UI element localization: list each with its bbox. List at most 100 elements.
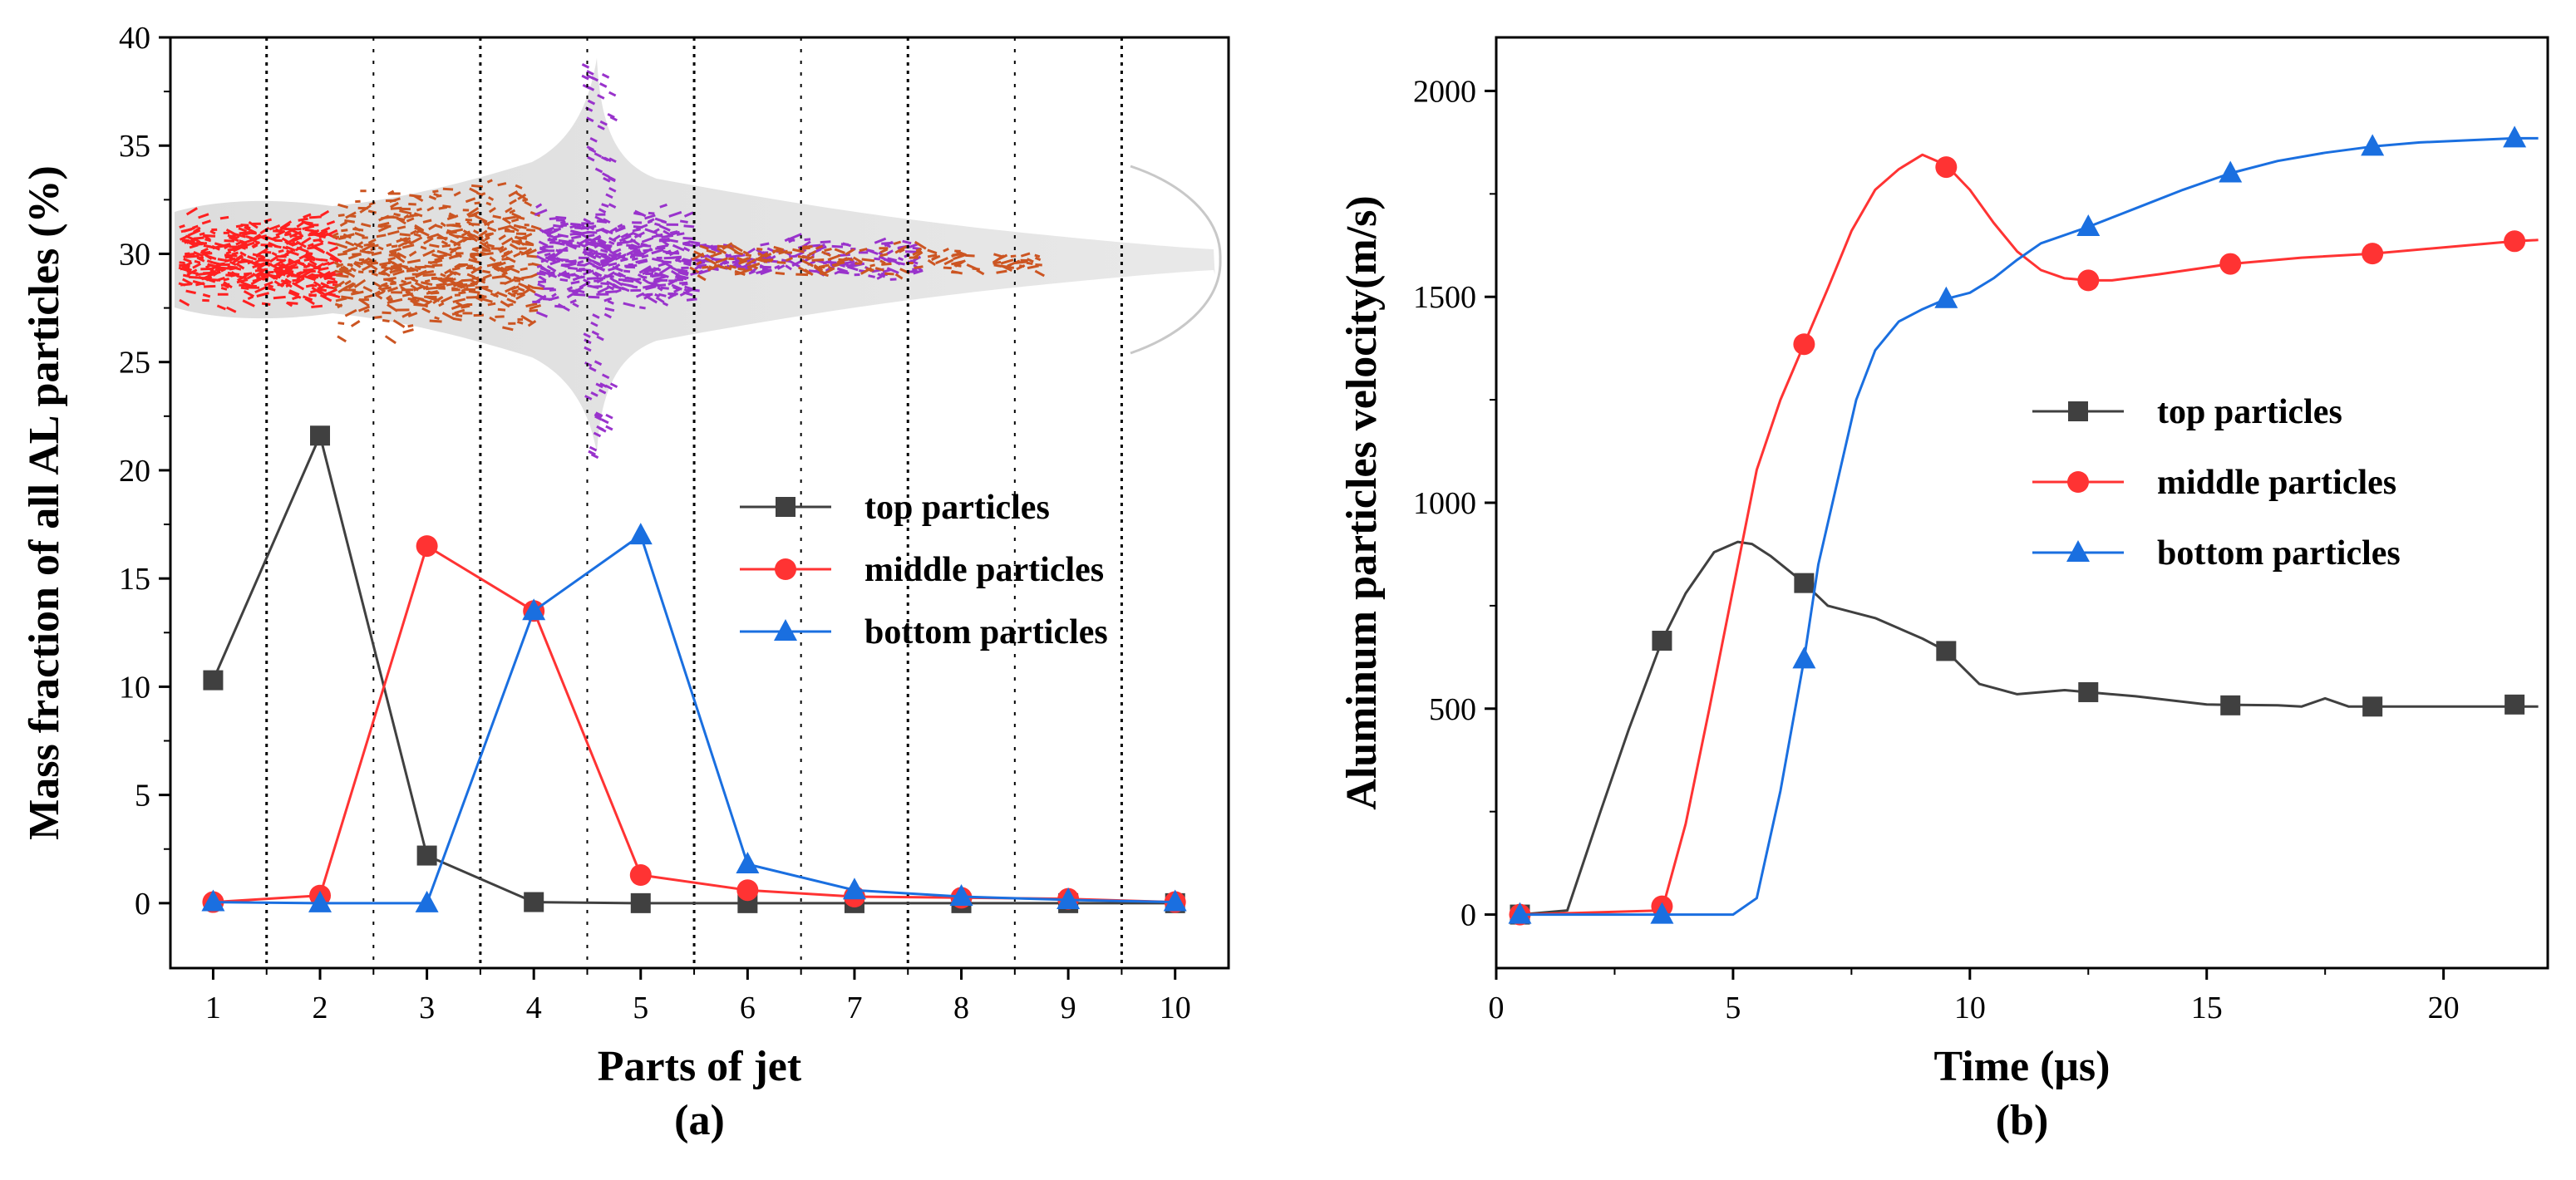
jet-particle-streak <box>596 425 604 431</box>
middle-particles-marker <box>2077 269 2100 292</box>
jet-particle-streak <box>296 271 303 276</box>
jet-particle-streak <box>682 258 689 262</box>
jet-particle-streak <box>587 99 596 106</box>
jet-particle-streak <box>274 228 283 234</box>
jet-particle-streak <box>729 264 736 269</box>
jet-particle-streak <box>761 268 771 272</box>
jet-particle-streak <box>436 282 447 287</box>
jet-particle-streak <box>345 240 355 247</box>
jet-particle-streak <box>598 208 607 214</box>
jet-particle-streak <box>353 242 364 249</box>
jet-particle-streak <box>1016 263 1026 271</box>
jet-particle-streak <box>912 251 924 259</box>
x-tick-label: 1 <box>205 991 221 1025</box>
jet-particle-streak <box>390 263 402 268</box>
jet-particle-streak <box>569 243 581 248</box>
jet-particle-streak <box>487 302 496 307</box>
jet-particle-streak <box>352 227 364 232</box>
jet-particle-streak <box>390 206 402 210</box>
jet-particle-streak <box>544 256 557 263</box>
jet-particle-streak <box>553 227 562 234</box>
jet-particle-streak <box>603 176 611 183</box>
jet-particle-streak <box>377 224 391 233</box>
jet-particle-streak <box>683 288 690 293</box>
jet-particle-streak <box>602 172 610 179</box>
jet-particle-streak <box>421 307 431 313</box>
jet-particle-streak <box>432 296 443 305</box>
jet-particle-streak <box>756 247 763 251</box>
jet-particle-streak <box>655 296 665 304</box>
jet-particle-streak <box>401 312 411 318</box>
jet-particle-streak <box>465 283 475 288</box>
jet-particle-streak <box>597 125 605 130</box>
jet-particle-streak <box>371 272 379 277</box>
jet-particle-streak <box>308 269 316 273</box>
jet-particle-streak <box>336 273 349 278</box>
jet-particle-streak <box>574 286 584 293</box>
jet-particle-streak <box>704 257 717 265</box>
jet-particle-streak <box>601 373 610 380</box>
jet-particle-streak <box>436 285 446 289</box>
middle-particles-marker <box>2504 230 2526 253</box>
jet-particle-streak <box>425 286 438 291</box>
jet-particle-streak <box>468 258 481 264</box>
jet-particle-streak <box>380 286 392 291</box>
jet-particle-streak <box>520 250 529 256</box>
jet-particle-streak <box>589 253 597 260</box>
legend-b: top particles middle particles bottom part… <box>2032 393 2401 573</box>
jet-particle-streak <box>357 297 370 307</box>
jet-particle-streak <box>517 193 527 200</box>
jet-particle-streak <box>534 209 548 217</box>
jet-particle-streak <box>515 215 525 220</box>
y-tick-label: 1000 <box>1413 486 1476 521</box>
jet-particle-streak <box>229 267 235 271</box>
jet-particle-streak <box>240 224 249 227</box>
jet-particle-streak <box>237 259 246 264</box>
y-axis-label-a: Mass fraction of all AL particles (%) <box>21 165 68 840</box>
jet-particle-streak <box>682 237 694 240</box>
jet-particle-streak <box>272 275 278 280</box>
jet-particle-streak <box>485 201 492 206</box>
jet-particle-streak <box>441 312 456 321</box>
jet-particle-streak <box>285 263 298 270</box>
jet-particle-streak <box>404 236 411 242</box>
jet-particle-streak <box>407 312 418 318</box>
jet-particle-streak <box>337 335 347 343</box>
jet-particle-streak <box>951 251 963 258</box>
jet-particle-streak <box>446 214 459 221</box>
jet-particle-streak <box>305 283 315 288</box>
jet-particle-streak <box>332 232 339 238</box>
jet-particle-streak <box>818 263 830 268</box>
jet-particle-streak <box>593 431 602 438</box>
jet-particle-streak <box>411 296 424 301</box>
jet-particle-streak <box>594 152 603 158</box>
jet-particle-streak <box>571 234 582 240</box>
jet-particle-streak <box>628 245 635 249</box>
jet-particle-streak <box>193 251 204 258</box>
bottom-particles-marker <box>1163 889 1187 912</box>
jet-particle-streak <box>242 299 255 307</box>
top-particles-marker <box>2220 695 2241 715</box>
jet-particle-streak <box>572 275 584 282</box>
y-tick-label: 500 <box>1429 692 1476 727</box>
jet-particle-streak <box>438 205 447 210</box>
jet-particle-streak <box>347 253 361 260</box>
jet-particle-streak <box>608 240 615 245</box>
jet-particle-streak <box>606 280 614 287</box>
jet-particle-streak <box>612 265 623 273</box>
jet-particle-streak <box>595 411 603 418</box>
jet-particle-streak <box>914 240 927 250</box>
jet-particle-streak <box>631 231 643 238</box>
jet-particle-streak <box>340 266 350 273</box>
jet-particle-streak <box>450 239 461 247</box>
jet-particle-streak <box>789 254 797 258</box>
y-tick-label: 0 <box>1460 898 1476 933</box>
middle-particles-line <box>1519 153 2539 917</box>
y-axis-ticks: 0 500 1000 1500 2000 <box>1413 74 1496 933</box>
jet-particle-streak <box>295 240 307 248</box>
jet-particle-streak <box>317 284 328 290</box>
jet-particle-streak <box>820 240 831 244</box>
jet-particle-streak <box>774 264 781 269</box>
jet-particle-streak <box>603 246 612 253</box>
jet-particle-streak <box>308 215 322 219</box>
